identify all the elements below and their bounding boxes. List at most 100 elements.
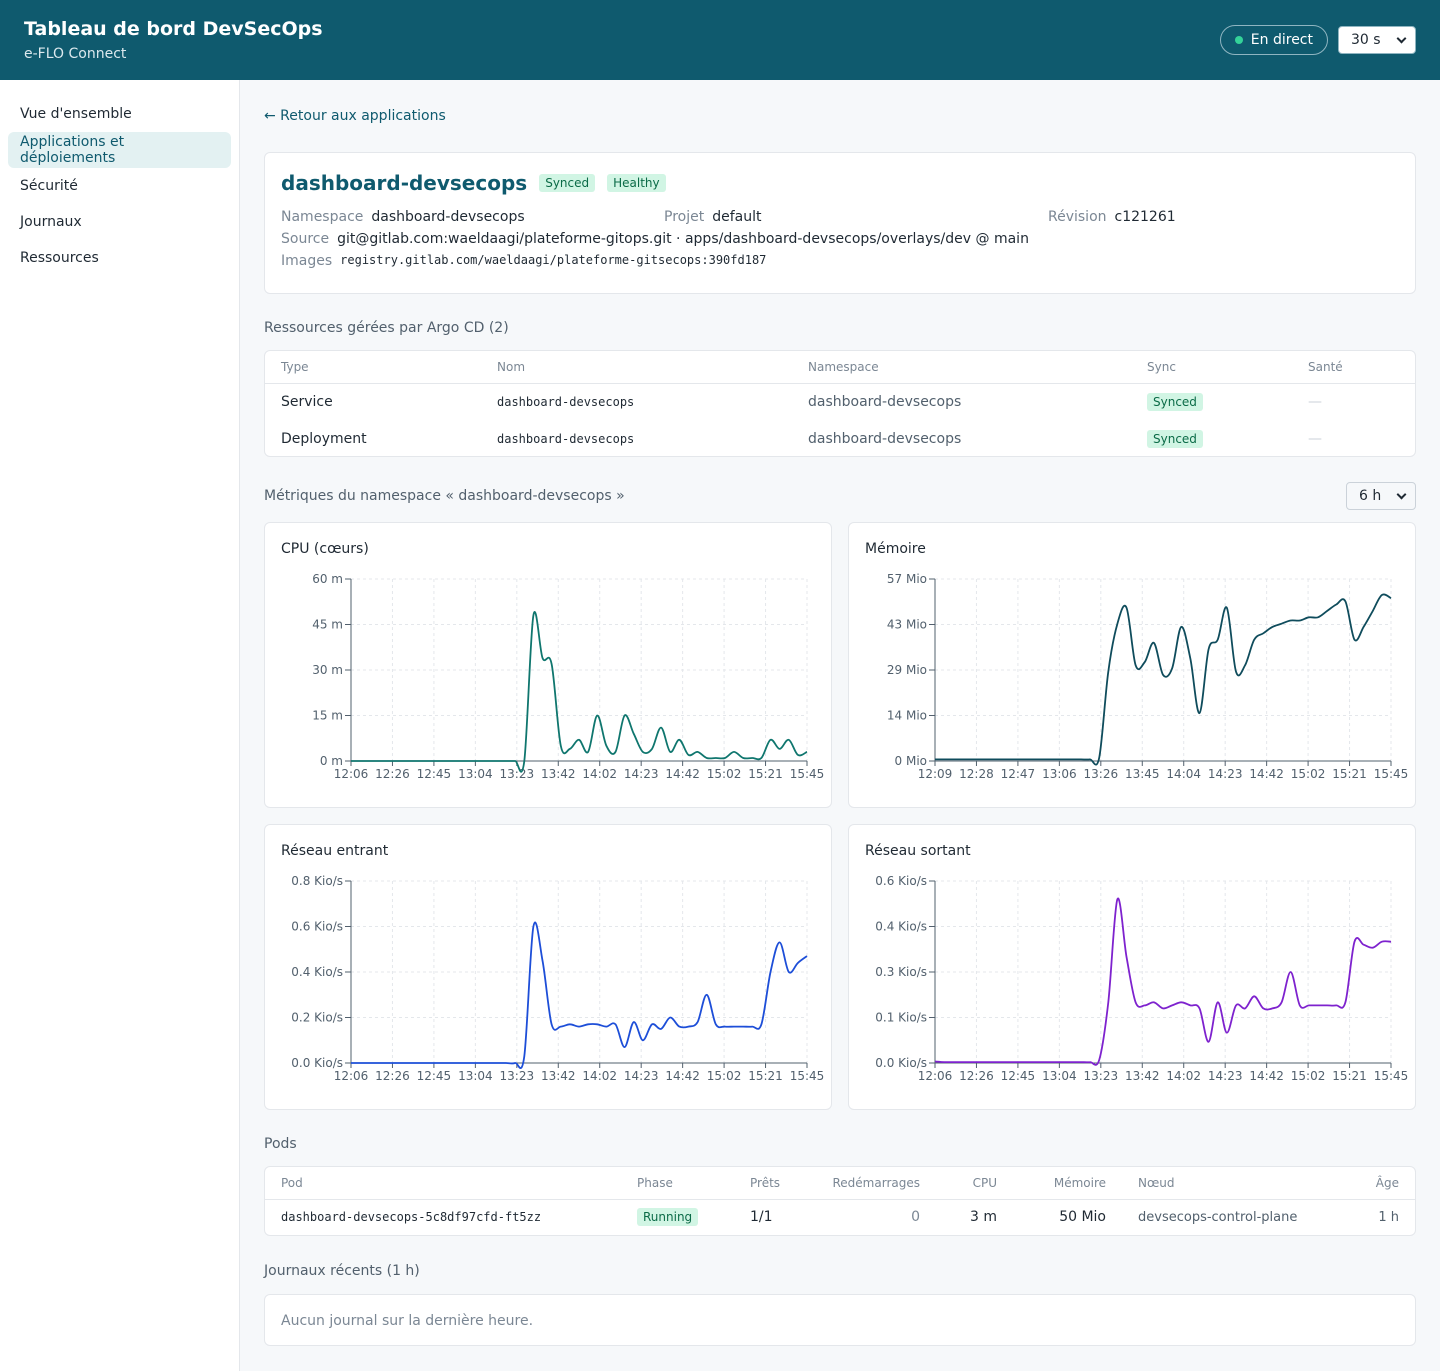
health-status-badge: Healthy xyxy=(607,174,666,192)
pod-restarts: 0 xyxy=(911,1209,920,1226)
x-tick-label: 12:06 xyxy=(334,1069,369,1083)
x-tick-label: 12:45 xyxy=(417,1069,452,1083)
cpu-chart: 12:06 12:26 12:45 13:04 13:23 13:42 14:02 14:23… xyxy=(312,572,825,781)
sidebar-item-resources[interactable]: Ressources xyxy=(8,240,231,276)
y-tick-label: 14 Mio xyxy=(887,709,927,723)
y-tick-label: 0.0 Kio/s xyxy=(875,1056,927,1070)
y-tick-label: 0 Mio xyxy=(895,754,927,768)
x-tick-label: 15:45 xyxy=(790,1069,825,1083)
pod-cpu: 3 m xyxy=(970,1209,997,1226)
metrics-range-select[interactable]: 6 h xyxy=(1346,482,1416,510)
resource-sync-badge: Synced xyxy=(1147,429,1203,448)
x-tick-label: 13:42 xyxy=(541,767,576,781)
column-header: Pod xyxy=(265,1167,621,1200)
x-tick-label: 13:26 xyxy=(1084,767,1119,781)
y-tick-label: 29 Mio xyxy=(887,663,927,677)
x-tick-label: 13:45 xyxy=(1125,767,1160,781)
column-header: CPU xyxy=(936,1167,1013,1200)
sidebar-item-logs[interactable]: Journaux xyxy=(8,204,231,240)
chart-title: Mémoire xyxy=(865,541,926,557)
namespace-value: dashboard-devsecops xyxy=(371,209,525,225)
x-tick-label: 15:02 xyxy=(707,767,742,781)
sidebar-item-applications[interactable]: Applications et déploiements xyxy=(8,132,231,168)
column-header: Santé xyxy=(1292,351,1415,384)
images-value: registry.gitlab.com/waeldaagi/plateforme… xyxy=(340,253,767,267)
column-header: Nœud xyxy=(1122,1167,1322,1200)
sidebar-item-label: Applications et déploiements xyxy=(20,134,125,166)
x-tick-label: 15:02 xyxy=(1291,1069,1326,1083)
y-tick-label: 60 m xyxy=(312,572,343,586)
x-tick-label: 15:21 xyxy=(1332,1069,1367,1083)
y-tick-label: 0 m xyxy=(320,754,343,768)
x-tick-label: 13:04 xyxy=(458,1069,493,1083)
x-tick-label: 12:26 xyxy=(959,1069,994,1083)
metrics-heading: Métriques du namespace « dashboard-devse… xyxy=(264,488,625,504)
chart-title: Réseau entrant xyxy=(281,843,389,859)
resource-health: — xyxy=(1308,430,1322,447)
chevron-down-icon xyxy=(1396,489,1407,499)
x-tick-label: 14:23 xyxy=(1208,767,1243,781)
back-to-applications-link[interactable]: ← Retour aux applications xyxy=(264,108,446,124)
x-tick-label: 13:23 xyxy=(1084,1069,1119,1083)
live-toggle[interactable]: En direct xyxy=(1219,25,1328,55)
sidebar-item-label: Vue d'ensemble xyxy=(20,106,132,122)
x-tick-label: 15:45 xyxy=(1374,1069,1409,1083)
resource-sync-badge: Synced xyxy=(1147,392,1203,411)
x-tick-label: 13:23 xyxy=(500,767,535,781)
live-label: En direct xyxy=(1250,32,1313,48)
sidebar-item-label: Ressources xyxy=(20,250,99,266)
x-tick-label: 14:42 xyxy=(1249,767,1284,781)
application-summary-card: dashboard-devsecops Synced Healthy Names… xyxy=(264,152,1416,294)
x-tick-label: 15:02 xyxy=(707,1069,742,1083)
pods-heading: Pods xyxy=(264,1136,297,1152)
live-dot-icon xyxy=(1234,36,1243,44)
brand: Tableau de bord DevSecOps e-FLO Connect xyxy=(24,18,323,62)
source-value: git@gitlab.com:waeldaagi/plateforme-gito… xyxy=(337,231,1029,247)
recent-logs-heading: Journaux récents (1 h) xyxy=(264,1263,420,1279)
revision-label: Révision xyxy=(1048,209,1107,225)
column-header: Phase xyxy=(621,1167,734,1200)
main-content: ← Retour aux applications dashboard-devs… xyxy=(240,80,1440,1371)
x-tick-label: 12:06 xyxy=(334,767,369,781)
y-tick-label: 57 Mio xyxy=(887,572,927,586)
x-tick-label: 15:21 xyxy=(1332,767,1367,781)
sidebar-item-security[interactable]: Sécurité xyxy=(8,168,231,204)
column-header: Sync xyxy=(1131,351,1292,384)
refresh-interval-value: 30 s xyxy=(1351,32,1381,48)
project-value: default xyxy=(712,209,762,225)
resource-namespace: dashboard-devsecops xyxy=(808,393,962,410)
pods-table: Pod Phase Prêts Redémarrages CPU Mémoire… xyxy=(264,1166,1416,1236)
x-tick-label: 14:42 xyxy=(1249,1069,1284,1083)
x-tick-label: 12:26 xyxy=(375,767,410,781)
sidebar-item-label: Sécurité xyxy=(20,178,78,194)
chart-title: CPU (cœurs) xyxy=(281,541,369,557)
chevron-down-icon xyxy=(1396,33,1407,43)
empty-logs-message: Aucun journal sur la dernière heure. xyxy=(281,1313,534,1329)
memory-chart-card: Mémoire 12:09 12:28 12:47 13:06 13:26 13:45 14… xyxy=(848,522,1416,808)
pod-name: dashboard-devsecops-5c8df97cfd-ft5zz xyxy=(281,1210,542,1225)
x-tick-label: 14:02 xyxy=(1166,1069,1201,1083)
y-tick-label: 0.1 Kio/s xyxy=(875,1011,927,1025)
series-line xyxy=(934,593,1392,766)
x-tick-label: 12:09 xyxy=(918,767,953,781)
column-header: Redémarrages xyxy=(814,1167,936,1200)
network-in-chart: 12:06 12:26 12:45 13:04 13:23 13:42 14:02 14:23… xyxy=(291,874,825,1083)
managed-resources-heading: Ressources gérées par Argo CD (2) xyxy=(264,320,509,336)
y-tick-label: 0.8 Kio/s xyxy=(291,874,343,888)
x-tick-label: 13:06 xyxy=(1042,767,1077,781)
resource-type: Deployment xyxy=(281,430,367,447)
x-tick-label: 14:42 xyxy=(665,1069,700,1083)
y-tick-label: 0.4 Kio/s xyxy=(291,965,343,979)
namespace-label: Namespace xyxy=(281,209,364,225)
x-tick-label: 15:45 xyxy=(790,767,825,781)
x-tick-label: 14:23 xyxy=(624,767,659,781)
x-tick-label: 12:28 xyxy=(959,767,994,781)
y-tick-label: 0.6 Kio/s xyxy=(875,874,927,888)
refresh-interval-select[interactable]: 30 s xyxy=(1338,26,1416,54)
x-tick-label: 15:45 xyxy=(1374,767,1409,781)
x-tick-label: 14:02 xyxy=(582,767,617,781)
network-out-chart-card: Réseau sortant 12:06 12:26 12:45 13:04 13:23… xyxy=(848,824,1416,1110)
resource-health: — xyxy=(1308,393,1322,410)
images-label: Images xyxy=(281,253,333,269)
sidebar-item-overview[interactable]: Vue d'ensemble xyxy=(8,96,231,132)
